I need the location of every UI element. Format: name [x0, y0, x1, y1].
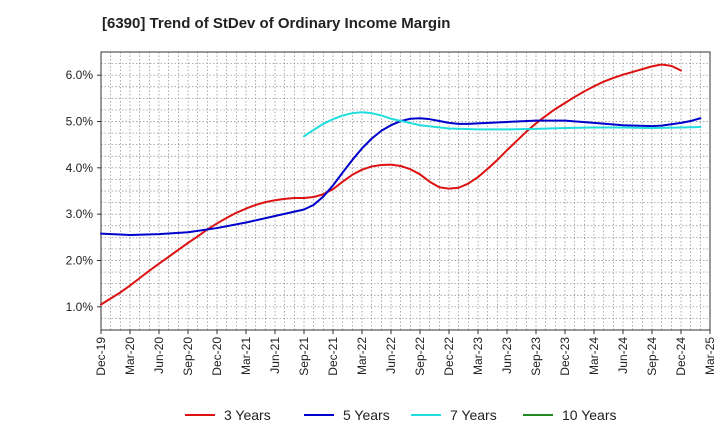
- x-tick-label: Jun-24: [616, 337, 630, 374]
- x-tick-label: Dec-22: [442, 337, 456, 376]
- y-axis: 1.0% 2.0% 3.0% 4.0% 5.0% 6.0%: [66, 68, 101, 314]
- x-tick-label: Mar-25: [703, 337, 717, 375]
- legend-label: 3 Years: [224, 407, 271, 423]
- series-line: [100, 63, 682, 306]
- x-tick-label: Sep-24: [645, 337, 659, 376]
- x-tick-label: Mar-23: [471, 337, 485, 375]
- legend-label: 5 Years: [343, 407, 390, 423]
- x-tick-label: Sep-22: [413, 337, 427, 376]
- y-tick-label: 2.0%: [66, 254, 94, 268]
- y-tick-label: 4.0%: [66, 161, 94, 175]
- x-tick-label: Sep-21: [297, 337, 311, 376]
- grid-layer: [101, 52, 710, 330]
- series-layer: [100, 63, 702, 306]
- legend-item: 7 Years: [411, 404, 497, 426]
- x-tick-label: Mar-24: [587, 337, 601, 375]
- legend-label: 7 Years: [450, 407, 497, 423]
- x-tick-label: Mar-21: [239, 337, 253, 375]
- x-tick-label: Dec-19: [94, 337, 108, 376]
- y-tick-label: 6.0%: [66, 68, 94, 82]
- series-line: [303, 111, 702, 138]
- x-tick-label: Dec-23: [558, 337, 572, 376]
- legend-label: 10 Years: [562, 407, 617, 423]
- plot-frame: [100, 51, 711, 331]
- legend-swatch: [185, 414, 215, 416]
- legend-item: 10 Years: [523, 404, 617, 426]
- x-tick-label: Dec-21: [326, 337, 340, 376]
- legend-item: 5 Years: [304, 404, 390, 426]
- legend-swatch: [523, 414, 553, 416]
- legend-swatch: [411, 414, 441, 416]
- legend: 3 Years 5 Years 7 Years 10 Years: [0, 404, 720, 426]
- y-tick-label: 1.0%: [66, 300, 94, 314]
- y-tick-label: 5.0%: [66, 115, 94, 129]
- x-tick-label: Sep-20: [181, 337, 195, 376]
- x-tick-label: Sep-23: [529, 337, 543, 376]
- x-tick-label: Jun-23: [500, 337, 514, 374]
- chart-title: [6390] Trend of StDev of Ordinary Income…: [102, 15, 451, 32]
- x-tick-label: Mar-22: [355, 337, 369, 375]
- x-tick-label: Dec-24: [674, 337, 688, 376]
- series-line: [100, 117, 702, 237]
- legend-item: 3 Years: [185, 404, 271, 426]
- x-tick-label: Dec-20: [210, 337, 224, 376]
- x-tick-label: Jun-21: [268, 337, 282, 374]
- x-tick-label: Jun-22: [384, 337, 398, 374]
- legend-swatch: [304, 414, 334, 416]
- y-tick-label: 3.0%: [66, 207, 94, 221]
- x-axis: Dec-19 Mar-20 Jun-20 Sep-20 Dec-20 Mar-21 Jun-…: [94, 330, 717, 376]
- x-tick-label: Jun-20: [152, 337, 166, 374]
- x-tick-label: Mar-20: [123, 337, 137, 375]
